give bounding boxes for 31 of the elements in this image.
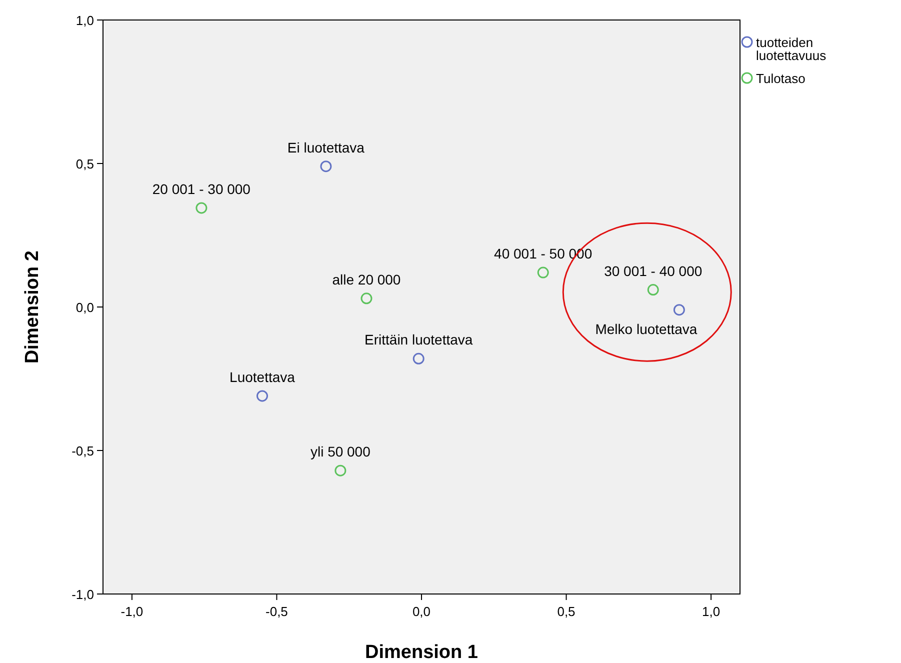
point	[537, 266, 549, 278]
x-tick-label: 1,0	[702, 604, 720, 619]
point	[673, 304, 685, 316]
y-tick-label: 0,5	[76, 156, 94, 172]
y-tick-label: 1,0	[76, 13, 94, 28]
annotation: Melko luotettava	[595, 320, 698, 337]
point	[334, 464, 346, 476]
legend-label: tuotteiden luotettavuus	[756, 35, 827, 63]
point	[196, 202, 208, 214]
annotation: yli 50 000	[310, 444, 371, 460]
point	[412, 352, 424, 364]
point	[360, 292, 372, 304]
annotation: alle 20 000	[332, 271, 401, 288]
y-axis-title: Dimension 2	[22, 250, 43, 364]
annotation: Ei luotettava	[287, 139, 365, 156]
annotation: 30 001 - 40 000	[604, 262, 702, 279]
annotation: 20 001 - 30 000	[152, 180, 251, 197]
x-tick-label: -0,5	[266, 604, 288, 619]
x-tick-label: 0,0	[412, 604, 431, 619]
y-tick-label: -0,5	[72, 444, 94, 458]
x-tick-label: 0,5	[557, 604, 576, 619]
x-tick-label: -1,0	[120, 604, 144, 619]
point	[647, 284, 659, 296]
legend-label: Tulotaso	[756, 71, 806, 86]
annotation: Luotettava	[230, 368, 296, 385]
y-tick-label: -1,0	[72, 587, 94, 602]
point	[320, 160, 332, 172]
annotation: Erittäin luotettava	[364, 332, 473, 348]
point	[256, 390, 268, 402]
y-tick-label: 0,0	[76, 300, 94, 315]
x-axis-title: Dimension 1	[365, 642, 478, 663]
